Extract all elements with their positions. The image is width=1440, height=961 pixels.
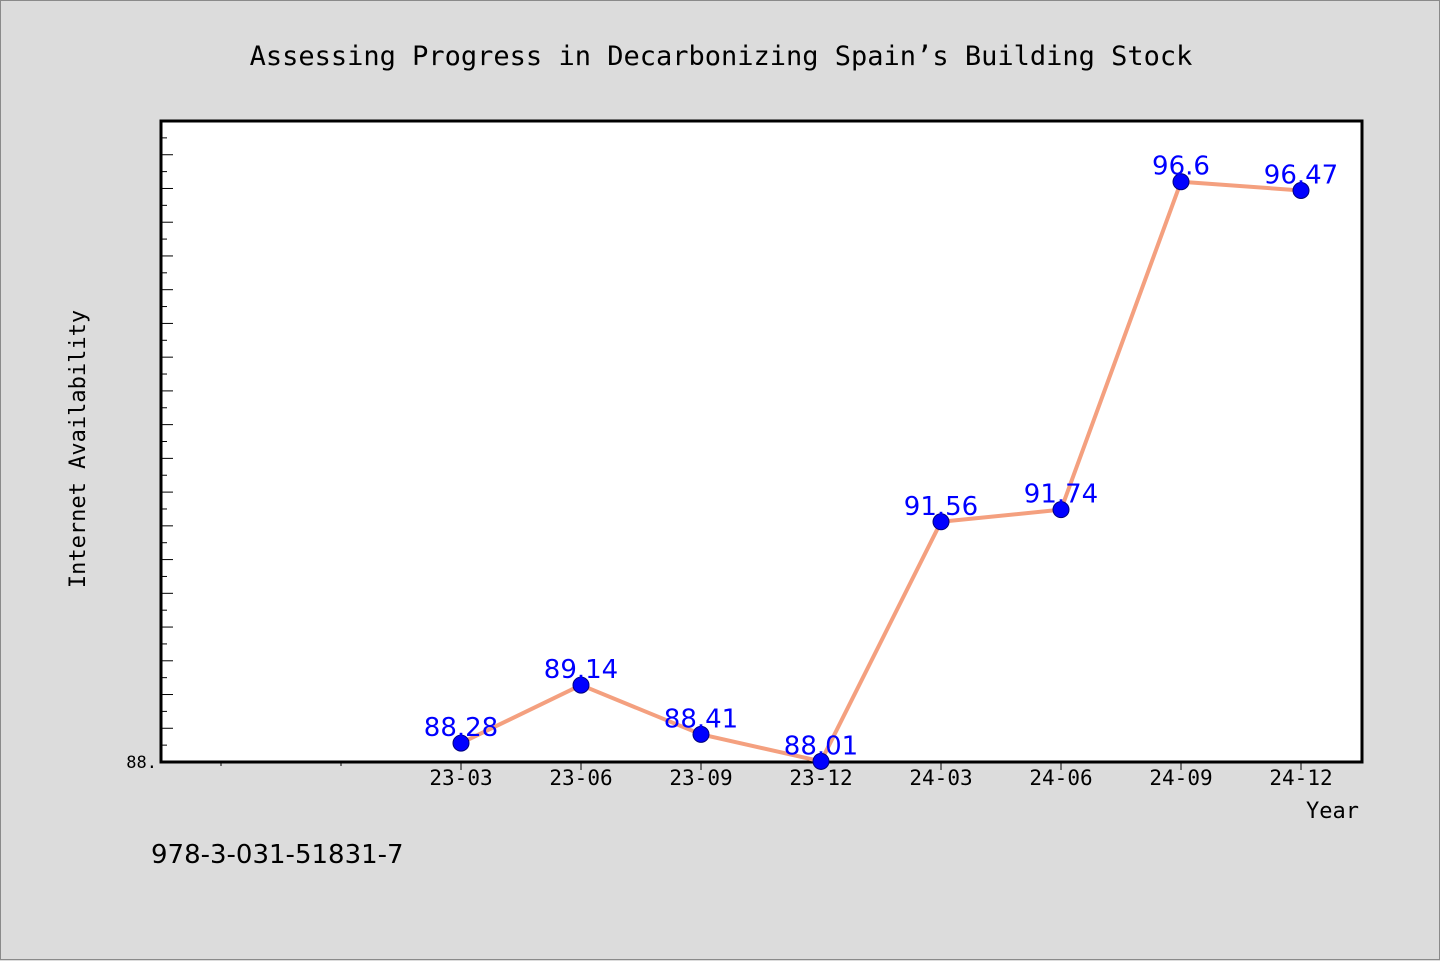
x-axis-title: Year <box>1306 799 1359 824</box>
y-axis-title: Internet Availability <box>66 310 91 588</box>
x-tick-label: 23-09 <box>669 766 732 790</box>
x-tick-label: 23-12 <box>789 766 852 790</box>
data-point <box>1292 181 1310 199</box>
data-label: 88.28 <box>424 713 498 743</box>
data-point <box>452 734 470 752</box>
data-point <box>1052 501 1070 519</box>
chart-title: Assessing Progress in Decarbonizing Spai… <box>250 41 1193 72</box>
data-labels: 88.28 89.14 88.41 88.01 91.56 91.74 96.6 96.47 <box>424 152 1338 762</box>
data-point <box>692 725 710 743</box>
data-label: 91.74 <box>1024 480 1098 510</box>
isbn-footer: 978-3-031-51831-7 <box>151 840 404 870</box>
data-label: 88.01 <box>784 731 858 761</box>
x-tick-label: 24-09 <box>1149 766 1212 790</box>
y-axis-ticks <box>161 120 173 763</box>
data-point <box>812 752 830 770</box>
y-tick-label: 88. <box>126 753 157 773</box>
data-label: 89.14 <box>544 655 618 685</box>
data-label: 96.47 <box>1264 160 1338 190</box>
x-tick-labels: 23-03 23-06 23-09 23-12 24-03 24-06 24-09 24-12 <box>429 766 1332 790</box>
series-line <box>460 179 1302 764</box>
data-point <box>572 676 590 694</box>
data-label: 91.56 <box>904 492 978 522</box>
x-tick-label: 24-06 <box>1029 766 1092 790</box>
x-tick-label: 23-06 <box>549 766 612 790</box>
plot-area <box>159 119 1364 764</box>
data-point <box>932 513 950 531</box>
data-label: 96.6 <box>1152 152 1210 182</box>
x-tick-label: 24-03 <box>909 766 972 790</box>
data-point <box>1172 173 1190 191</box>
data-label: 88.41 <box>664 704 738 734</box>
x-tick-label: 23-03 <box>429 766 492 790</box>
x-tick-label: 24-12 <box>1269 766 1332 790</box>
data-markers <box>452 173 1310 770</box>
